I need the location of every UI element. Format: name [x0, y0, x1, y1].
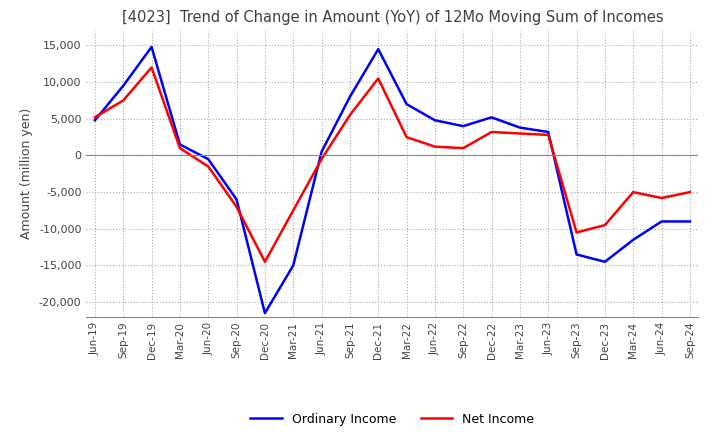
Ordinary Income [572, 252, 581, 257]
Net Income [148, 65, 156, 70]
Net Income [346, 113, 354, 118]
Ordinary Income [487, 115, 496, 120]
Net Income [289, 208, 297, 213]
Net Income [176, 146, 184, 151]
Net Income [261, 259, 269, 264]
Net Income [572, 230, 581, 235]
Ordinary Income [233, 197, 241, 202]
Legend: Ordinary Income, Net Income: Ordinary Income, Net Income [246, 408, 539, 431]
Net Income [685, 190, 694, 195]
Net Income [119, 98, 127, 103]
Ordinary Income [289, 263, 297, 268]
Net Income [402, 135, 411, 140]
Net Income [431, 144, 439, 149]
Ordinary Income [176, 142, 184, 147]
Ordinary Income [346, 94, 354, 99]
Ordinary Income [685, 219, 694, 224]
Net Income [544, 132, 552, 138]
Ordinary Income [516, 125, 524, 130]
Y-axis label: Amount (million yen): Amount (million yen) [20, 108, 33, 239]
Ordinary Income [431, 117, 439, 123]
Ordinary Income [600, 259, 609, 264]
Line: Ordinary Income: Ordinary Income [95, 47, 690, 313]
Ordinary Income [318, 149, 326, 154]
Ordinary Income [119, 83, 127, 88]
Net Income [233, 204, 241, 209]
Title: [4023]  Trend of Change in Amount (YoY) of 12Mo Moving Sum of Incomes: [4023] Trend of Change in Amount (YoY) o… [122, 11, 663, 26]
Ordinary Income [261, 311, 269, 316]
Net Income [600, 223, 609, 228]
Ordinary Income [91, 117, 99, 123]
Ordinary Income [657, 219, 666, 224]
Net Income [657, 195, 666, 201]
Net Income [629, 190, 637, 195]
Ordinary Income [544, 129, 552, 135]
Line: Net Income: Net Income [95, 67, 690, 262]
Ordinary Income [402, 102, 411, 107]
Ordinary Income [459, 124, 467, 129]
Net Income [204, 164, 212, 169]
Ordinary Income [148, 44, 156, 50]
Ordinary Income [374, 47, 382, 52]
Ordinary Income [204, 157, 212, 162]
Net Income [459, 146, 467, 151]
Ordinary Income [629, 237, 637, 242]
Net Income [516, 131, 524, 136]
Net Income [91, 115, 99, 120]
Net Income [318, 157, 326, 162]
Net Income [487, 129, 496, 135]
Net Income [374, 76, 382, 81]
